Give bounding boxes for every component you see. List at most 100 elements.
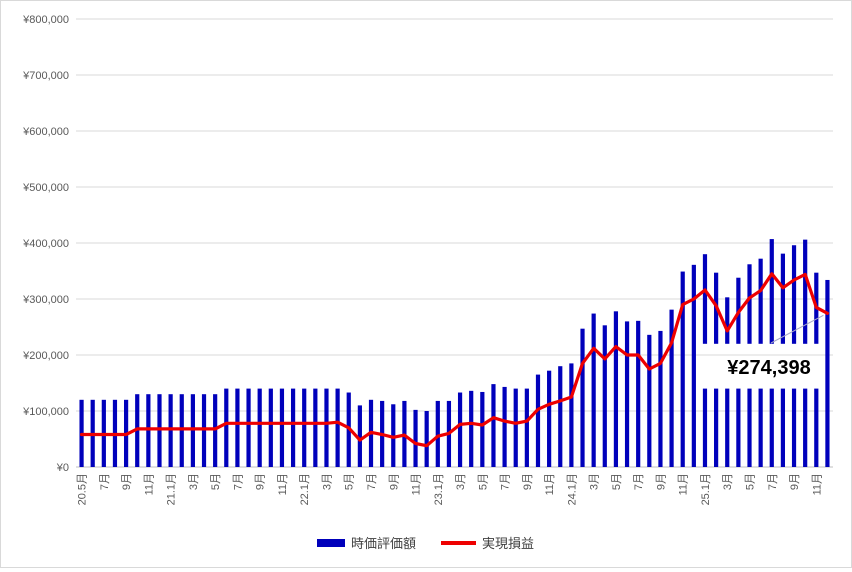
x-tick-label: 5月 — [745, 473, 757, 490]
bar — [736, 388, 741, 467]
bar — [803, 388, 808, 467]
bar — [279, 388, 285, 467]
x-tick-label: 7月 — [232, 473, 244, 490]
y-tick-label: ¥500,000 — [22, 182, 69, 194]
bar — [435, 400, 440, 467]
bar — [213, 394, 218, 467]
bar — [613, 311, 619, 467]
bar — [758, 388, 763, 467]
bar — [524, 388, 529, 467]
x-tick-label: 7月 — [633, 473, 645, 490]
bar — [424, 411, 429, 467]
bar — [580, 328, 585, 467]
bar — [558, 366, 563, 467]
bar — [257, 388, 262, 467]
x-tick-label: 9月 — [655, 473, 667, 490]
bar — [602, 325, 607, 467]
bar — [636, 320, 641, 467]
x-tick-label: 9月 — [388, 473, 400, 490]
bar — [268, 388, 273, 467]
bar — [702, 388, 708, 467]
legend-label-line: 実現損益 — [482, 536, 534, 551]
x-tick-label: 11月 — [811, 473, 823, 495]
y-tick-label: ¥700,000 — [22, 70, 69, 82]
bar — [714, 388, 719, 467]
bar — [647, 334, 652, 467]
bar — [624, 321, 630, 467]
x-tick-label: 22.1月 — [299, 473, 311, 505]
line-series-realized-profit — [79, 272, 830, 448]
bar — [457, 392, 463, 467]
bar — [179, 394, 184, 467]
y-tick-label: ¥300,000 — [22, 294, 69, 306]
bar — [825, 279, 830, 467]
bar — [190, 394, 195, 467]
bar-upper-segment — [702, 254, 708, 344]
x-tick-label: 3月 — [321, 473, 333, 490]
series-line — [79, 272, 830, 448]
x-tick-label: 3月 — [455, 473, 467, 490]
bar — [201, 394, 207, 467]
bar — [168, 394, 173, 467]
x-tick-label: 25.1月 — [700, 473, 712, 505]
x-tick-label: 11月 — [678, 473, 690, 495]
x-tick-label: 21.1月 — [166, 473, 178, 505]
bar-upper-segment — [803, 239, 808, 344]
bar — [413, 409, 418, 467]
bar-upper-segment — [725, 297, 730, 344]
bar — [791, 388, 797, 467]
y-tick-label: ¥600,000 — [22, 126, 69, 138]
bar-upper-segment — [791, 245, 797, 344]
y-tick-label: ¥400,000 — [22, 238, 69, 250]
x-tick-label: 3月 — [722, 473, 734, 490]
bar — [290, 388, 296, 467]
bar — [469, 390, 474, 467]
bar — [246, 388, 251, 467]
bar-upper-segment — [769, 239, 774, 344]
annotation-leader-line — [770, 314, 824, 344]
bar — [157, 394, 162, 467]
bar-series-market-value — [79, 239, 830, 467]
bar — [480, 391, 485, 467]
bar — [547, 370, 552, 467]
x-tick-label: 3月 — [589, 473, 601, 490]
bar — [302, 388, 307, 467]
bar — [780, 388, 786, 467]
x-tick-label: 7月 — [99, 473, 111, 490]
bar — [313, 388, 318, 467]
bar — [669, 309, 674, 467]
x-tick-label: 24.1月 — [566, 473, 578, 505]
bar-upper-segment — [747, 264, 752, 344]
x-tick-label: 3月 — [188, 473, 200, 490]
x-tick-label: 20.5月 — [77, 473, 89, 505]
x-tick-label: 7月 — [767, 473, 779, 490]
legend: 時価評価額 実現損益 — [317, 536, 534, 551]
bar-upper-segment — [758, 258, 763, 344]
bar — [324, 388, 329, 467]
bar — [569, 363, 574, 467]
bar — [357, 405, 362, 467]
bar — [747, 388, 752, 467]
bar — [391, 404, 396, 467]
x-tick-label: 5月 — [344, 473, 356, 490]
y-axis-tick-labels: ¥0 ¥100,000 ¥200,000 ¥300,000 ¥400,000 ¥500,0… — [22, 14, 69, 474]
annotation-label: ¥274,398 — [727, 357, 810, 379]
y-tick-label: ¥200,000 — [22, 350, 69, 362]
bar — [335, 388, 340, 467]
x-tick-label: 7月 — [366, 473, 378, 490]
x-tick-label: 5月 — [611, 473, 623, 490]
bar — [725, 388, 730, 467]
bar — [658, 330, 663, 467]
x-tick-label: 7月 — [500, 473, 512, 490]
x-tick-label: 5月 — [477, 473, 489, 490]
bar — [146, 394, 151, 467]
gridlines — [76, 18, 833, 468]
bar — [814, 388, 819, 467]
x-tick-label: 9月 — [255, 473, 267, 490]
x-tick-label: 11月 — [277, 473, 289, 495]
x-tick-label: 11月 — [544, 473, 556, 495]
y-tick-label: ¥0 — [56, 462, 69, 474]
bar — [491, 384, 496, 467]
bar — [513, 388, 518, 467]
